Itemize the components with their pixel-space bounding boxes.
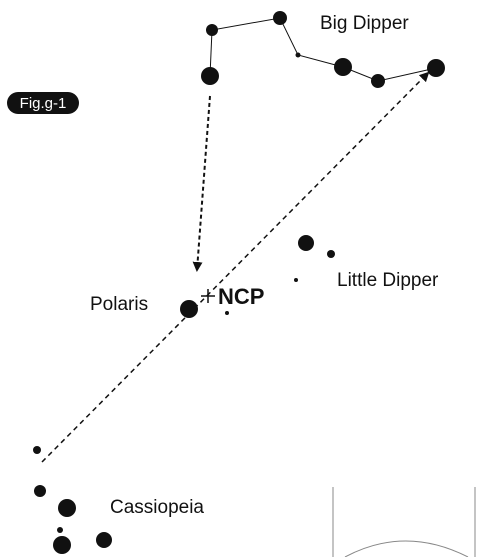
cassiopeia-label: Cassiopeia: [110, 497, 204, 518]
telescope-outline: [333, 487, 475, 557]
polaris-star: [180, 300, 198, 318]
ncp-cross: [201, 289, 215, 303]
cassiopeia-arrow: [42, 73, 428, 462]
little-dipper-stars: [294, 235, 335, 282]
star-chart: Big Dipper Fig.g-1 Little Dipper Polaris…: [0, 0, 483, 557]
polaris-label: Polaris: [90, 294, 148, 315]
figure-label: Fig.g-1: [20, 95, 67, 112]
cassiopeia-stars: [33, 446, 112, 554]
little-dipper-label: Little Dipper: [337, 270, 439, 291]
big-dipper-label: Big Dipper: [320, 13, 409, 34]
pointer-arrow: [197, 96, 210, 270]
star: [225, 311, 229, 315]
ncp-label: NCP: [218, 284, 264, 309]
